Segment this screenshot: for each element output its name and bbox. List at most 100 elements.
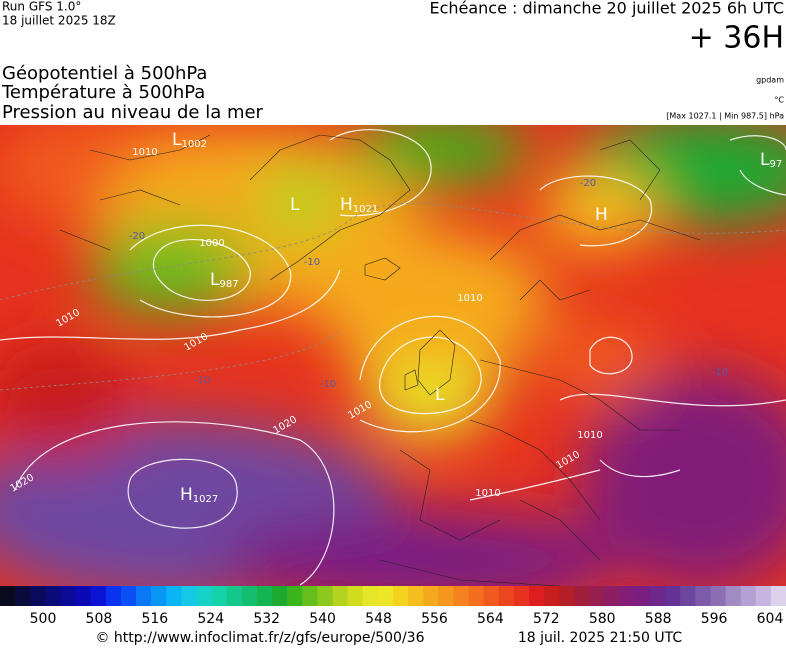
pressure-center: H1027 (180, 485, 218, 505)
colorbar-cell (377, 586, 394, 606)
colorbar-cell (695, 586, 711, 606)
colorbar-tick-label: 516 (141, 611, 168, 627)
colorbar-cell (483, 586, 500, 606)
generation-time: 18 juil. 2025 21:50 UTC (518, 630, 683, 646)
center-value: 1021 (353, 204, 378, 215)
colorbar-cell (75, 586, 92, 606)
colorbar-cell (589, 586, 606, 606)
center-letter: H (180, 485, 193, 505)
colorbar-cell (393, 586, 409, 606)
colorbar-tick-label: 604 (757, 611, 784, 627)
colorbar-cell (30, 586, 46, 606)
lead-time: + 36H (689, 21, 784, 56)
colorbar-cell (60, 586, 77, 606)
colorbar-tick-label: 532 (253, 611, 280, 627)
colorbar-tick-label: 596 (701, 611, 728, 627)
colorbar-cell (665, 586, 681, 606)
source-url: © http://www.infoclimat.fr/z/gfs/europe/… (95, 630, 424, 646)
contour-label: -10 (304, 257, 320, 268)
colorbar-cell (559, 586, 575, 606)
layer: Pression au niveau de la mer (2, 102, 264, 123)
colorbar-cell (619, 586, 636, 606)
contour-label: -10 (320, 379, 336, 390)
colorbar-cell (468, 586, 485, 606)
map (0, 125, 786, 586)
colorbar-cell (604, 586, 621, 606)
colorbar-cell (423, 586, 439, 606)
colorbar-tick-label: 540 (309, 611, 336, 627)
colorbar-cell (408, 586, 424, 606)
contour-label: 1010 (475, 488, 500, 499)
contour-label: -10 (712, 367, 728, 378)
center-letter: L (760, 150, 770, 170)
colorbar-cell (196, 586, 213, 606)
colorbar-cell (498, 586, 515, 606)
contour-label: -10 (194, 375, 210, 386)
colorbar-cell (136, 586, 152, 606)
colorbar-tick-label: 588 (645, 611, 672, 627)
colorbar-cell (574, 586, 590, 606)
center-letter: H (340, 195, 353, 215)
center-value: 987 (219, 279, 238, 290)
contour-label: 1000 (199, 238, 224, 249)
center-letter: L (290, 195, 300, 215)
colorbar-cell (770, 586, 786, 606)
contour-label: 1010 (132, 147, 157, 158)
run-date: 18 juillet 2025 18Z (2, 14, 116, 28)
colorbar-cell (649, 586, 666, 606)
colorbar-tick-label: 548 (365, 611, 392, 627)
center-value: 97 (769, 159, 782, 170)
colorbar-tick-label: 500 (30, 611, 57, 627)
pressure-center: L (435, 385, 445, 405)
colorbar-cell (211, 586, 228, 606)
pressure-center: L1002 (172, 130, 207, 150)
center-letter: L (172, 130, 182, 150)
layer: Température à 500hPa (1, 82, 205, 103)
colorbar-tick-label: 580 (589, 611, 616, 627)
colorbar-tick-label: 564 (477, 611, 504, 627)
contour-label: -20 (580, 178, 596, 189)
run: Run GFS 1.0° (2, 0, 81, 14)
colorbar-cell (513, 586, 530, 606)
contour-label: -20 (129, 231, 145, 242)
pressure-center: H (595, 205, 608, 225)
pressure-center: L987 (210, 270, 239, 290)
colorbar-cell (181, 586, 197, 606)
center-value: 1027 (193, 494, 218, 505)
center-letter: H (595, 205, 608, 225)
colorbar-cell (256, 586, 273, 606)
colorbar-tick-label: 556 (421, 611, 448, 627)
colorbar-cell (634, 586, 651, 606)
echeance: Echéance : dimanche 20 juillet 2025 6h U… (429, 0, 784, 18)
colorbar-cell (287, 586, 303, 606)
colorbar-cell (725, 586, 742, 606)
unit: [Max 1027.1 | Min 987.5] hPa (666, 112, 784, 121)
colorbar-cell (90, 586, 107, 606)
pressure-center: L (290, 195, 300, 215)
colorbar-cell (362, 586, 379, 606)
colorbar-cell (755, 586, 772, 606)
colorbar-cell (453, 586, 470, 606)
colorbar-cell (438, 586, 454, 606)
colorbar-cell (317, 586, 334, 606)
colorbar-tick-label: 508 (86, 611, 113, 627)
unit: gpdam (756, 76, 784, 85)
colorbar-tick-label: 524 (197, 611, 224, 627)
colorbar-cell (45, 586, 61, 606)
colorbar-cell (332, 586, 349, 606)
pressure-center: H1021 (340, 195, 378, 215)
colorbar-cell (105, 586, 122, 606)
center-value: 1002 (181, 139, 206, 150)
colorbar-cell (544, 586, 560, 606)
colorbar-cell (347, 586, 364, 606)
colorbar-cell (302, 586, 318, 606)
center-letter: L (210, 270, 220, 290)
colorbar-cell (529, 586, 545, 606)
colorbar-cell (272, 586, 288, 606)
colorbar: 500 508 516 524 532 540 548 556 564 572 580 588 596 6… (0, 586, 786, 627)
contour-label: 1010 (577, 430, 602, 441)
center-letter: L (435, 385, 445, 405)
colorbar-cell (226, 586, 243, 606)
